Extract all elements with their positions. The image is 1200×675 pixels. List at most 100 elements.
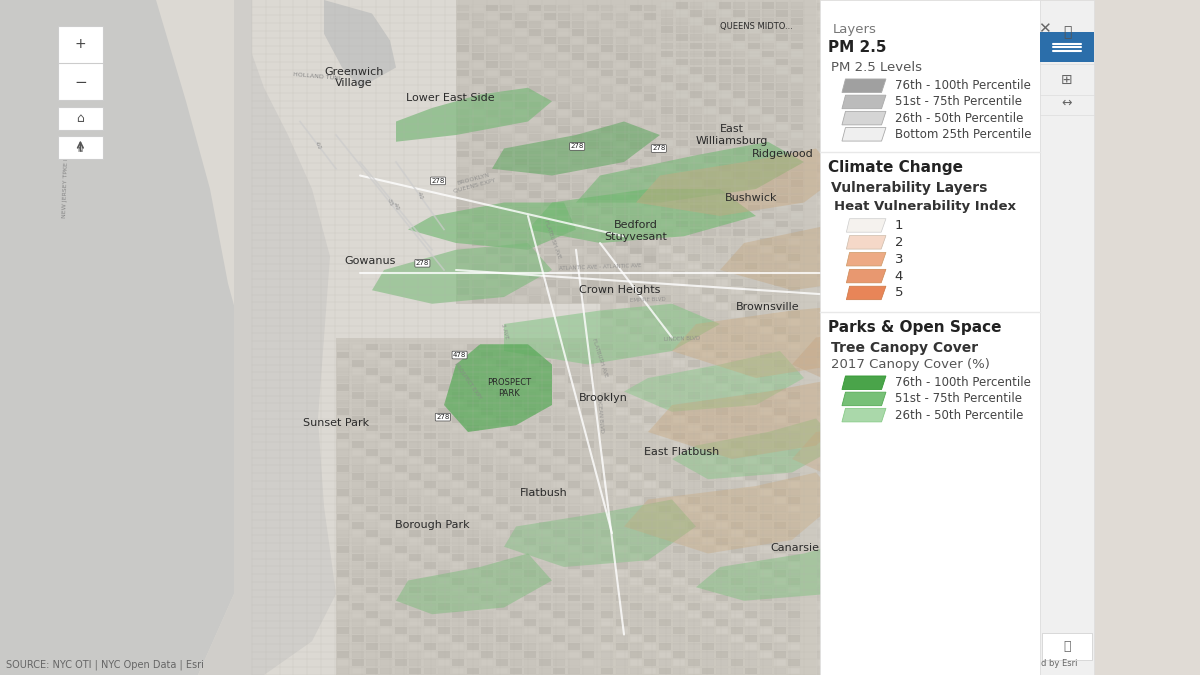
Bar: [472, 232, 484, 238]
Bar: [496, 570, 508, 577]
Bar: [558, 86, 570, 92]
Bar: [587, 13, 599, 20]
Bar: [601, 118, 613, 125]
Bar: [457, 70, 469, 76]
Bar: [832, 271, 844, 277]
Bar: [832, 538, 844, 545]
Bar: [690, 115, 702, 122]
Bar: [990, 659, 1002, 666]
Bar: [352, 603, 364, 610]
Bar: [1004, 449, 1016, 456]
Bar: [1004, 246, 1016, 253]
Bar: [601, 167, 613, 173]
Bar: [644, 142, 656, 149]
Bar: [472, 280, 484, 287]
Bar: [688, 457, 700, 464]
Bar: [889, 303, 901, 310]
Bar: [496, 506, 508, 512]
Bar: [846, 619, 858, 626]
Bar: [1004, 643, 1016, 650]
Bar: [875, 101, 887, 107]
Bar: [875, 481, 887, 488]
Bar: [860, 522, 872, 529]
Bar: [337, 465, 349, 472]
Bar: [704, 91, 716, 98]
Bar: [704, 205, 716, 211]
Bar: [932, 554, 944, 561]
Bar: [424, 425, 436, 431]
Bar: [424, 376, 436, 383]
Bar: [762, 164, 774, 171]
Bar: [601, 449, 613, 456]
Bar: [990, 408, 1002, 415]
Bar: [496, 627, 508, 634]
Bar: [524, 595, 536, 601]
Bar: [457, 78, 469, 84]
Bar: [616, 61, 628, 68]
Bar: [568, 473, 580, 480]
Bar: [659, 238, 671, 245]
Bar: [889, 246, 901, 253]
Bar: [947, 530, 959, 537]
Bar: [875, 611, 887, 618]
Bar: [860, 457, 872, 464]
Bar: [644, 627, 656, 634]
Bar: [352, 530, 364, 537]
Bar: [644, 256, 656, 263]
Bar: [366, 392, 378, 399]
Bar: [630, 603, 642, 610]
Bar: [947, 254, 959, 261]
Bar: [788, 489, 800, 496]
Bar: [496, 441, 508, 448]
Bar: [1004, 335, 1016, 342]
Bar: [817, 263, 829, 269]
Bar: [481, 465, 493, 472]
Bar: [337, 530, 349, 537]
Bar: [409, 522, 421, 529]
Bar: [352, 506, 364, 512]
Bar: [524, 619, 536, 626]
Bar: [745, 246, 757, 253]
Bar: [553, 433, 565, 439]
Bar: [630, 497, 642, 504]
Bar: [817, 344, 829, 350]
Bar: [558, 296, 570, 303]
Bar: [395, 441, 407, 448]
Bar: [630, 279, 642, 286]
Text: 51st - 75th Percentile: 51st - 75th Percentile: [895, 95, 1021, 109]
Bar: [846, 538, 858, 545]
Bar: [832, 52, 844, 59]
Bar: [748, 10, 760, 17]
Bar: [539, 538, 551, 545]
Bar: [690, 91, 702, 98]
Bar: [748, 180, 760, 187]
Bar: [673, 392, 685, 399]
Text: 26th - 50th Percentile: 26th - 50th Percentile: [895, 408, 1024, 422]
Bar: [976, 327, 988, 334]
Bar: [947, 416, 959, 423]
Bar: [472, 240, 484, 246]
Bar: [500, 45, 512, 52]
Polygon shape: [842, 376, 886, 389]
Bar: [860, 295, 872, 302]
Bar: [409, 360, 421, 367]
Bar: [889, 522, 901, 529]
Bar: [990, 376, 1002, 383]
Bar: [515, 223, 527, 230]
Bar: [366, 635, 378, 642]
Bar: [380, 506, 392, 512]
Bar: [976, 84, 988, 91]
Bar: [587, 126, 599, 133]
Bar: [601, 175, 613, 182]
Bar: [760, 449, 772, 456]
Bar: [659, 619, 671, 626]
Bar: [467, 587, 479, 593]
Bar: [524, 457, 536, 464]
Bar: [500, 78, 512, 84]
Bar: [630, 45, 642, 52]
Bar: [659, 546, 671, 553]
Bar: [817, 222, 829, 229]
Bar: [860, 433, 872, 439]
Bar: [733, 83, 745, 90]
Bar: [745, 441, 757, 448]
